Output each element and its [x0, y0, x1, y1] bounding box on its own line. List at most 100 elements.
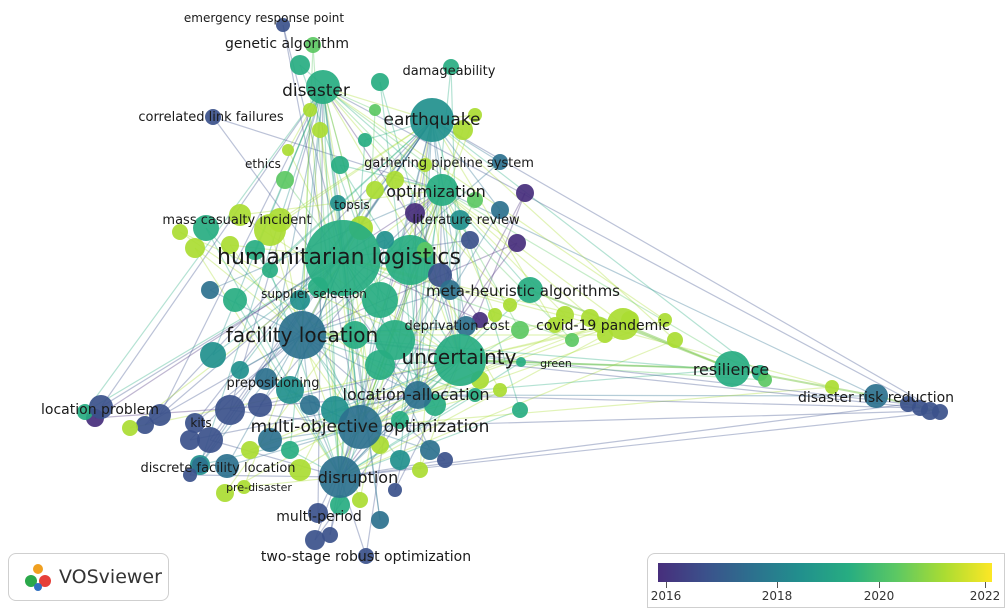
network-node [472, 312, 488, 328]
network-edge [359, 199, 476, 428]
network-edge [359, 386, 833, 428]
network-node [511, 321, 529, 339]
keyword-node-17[interactable] [607, 308, 639, 340]
network-edge [84, 257, 344, 413]
keyword-label: optimization [386, 182, 486, 201]
keyword-node-23[interactable] [864, 384, 888, 408]
keyword-label: earthquake [384, 110, 481, 130]
keyword-node-19[interactable] [516, 357, 526, 367]
network-node [420, 440, 440, 460]
network-edge [441, 189, 624, 325]
network-edge [144, 119, 433, 426]
network-node [592, 317, 608, 333]
scale-tick [666, 582, 667, 588]
network-node [223, 288, 247, 312]
network-node [358, 133, 372, 147]
keyword-node-5[interactable] [205, 109, 221, 125]
network-node [322, 527, 338, 543]
network-edge [129, 189, 443, 429]
network-edge [359, 319, 666, 428]
keyword-label: supplier selection [261, 287, 367, 301]
network-node [192, 457, 208, 473]
network-node [912, 400, 928, 416]
network-node [122, 420, 138, 436]
keyword-node-24[interactable] [89, 395, 113, 419]
keyword-node-8[interactable] [426, 174, 458, 206]
keyword-node-16[interactable] [456, 316, 476, 336]
keyword-node-14[interactable] [517, 277, 543, 303]
network-edge [417, 394, 877, 397]
scale-tick [777, 582, 778, 588]
keyword-node-1[interactable] [305, 37, 321, 53]
network-node [503, 298, 517, 312]
network-node [216, 484, 234, 502]
keyword-node-21[interactable] [255, 368, 277, 390]
network-node [136, 416, 154, 434]
keyword-label: gathering pipeline system [364, 156, 534, 171]
network-edge [269, 119, 433, 271]
network-edge [342, 257, 591, 319]
keyword-node-13[interactable] [308, 277, 328, 297]
network-edge [399, 119, 433, 461]
network-edge [229, 86, 324, 411]
keyword-label: mass casualty incident [162, 213, 311, 228]
network-edge [269, 119, 433, 231]
network-edge [317, 86, 324, 514]
network-node [258, 428, 282, 452]
network-node [231, 361, 249, 379]
network-edge [282, 24, 361, 428]
keyword-node-3[interactable] [306, 70, 340, 104]
network-edge [189, 394, 419, 441]
vosviewer-badge[interactable]: VOSviewer [8, 553, 169, 601]
keyword-node-25[interactable] [185, 413, 205, 433]
keyword-node-28[interactable] [237, 480, 251, 494]
keyword-node-9[interactable] [330, 195, 346, 211]
keyword-node-15[interactable] [278, 311, 326, 359]
keyword-node-0[interactable] [276, 18, 290, 32]
network-node [412, 462, 428, 478]
keyword-node-2[interactable] [443, 59, 459, 75]
keyword-label: correlated link failures [138, 110, 284, 125]
network-node [300, 395, 320, 415]
keyword-node-11[interactable] [450, 210, 470, 230]
network-edge [342, 257, 573, 341]
app-name: VOSviewer [59, 566, 162, 588]
network-node [77, 404, 93, 420]
keyword-node-7[interactable] [492, 154, 508, 170]
network-edge [265, 86, 324, 380]
network-node [197, 427, 223, 453]
keyword-node-10[interactable] [193, 215, 219, 241]
network-edge [441, 189, 877, 397]
network-edge [259, 189, 443, 406]
keyword-node-29[interactable] [319, 456, 361, 498]
network-node [516, 184, 534, 202]
network-edge [441, 189, 601, 326]
keyword-node-12[interactable] [305, 220, 381, 296]
network-edge [459, 359, 733, 370]
keyword-node-20[interactable] [714, 351, 750, 387]
keyword-label: deprivation cost [404, 319, 509, 334]
keyword-node-4[interactable] [410, 98, 454, 142]
keyword-label: disruption [318, 468, 398, 487]
keyword-node-22[interactable] [404, 381, 432, 409]
keyword-node-31[interactable] [358, 548, 374, 564]
network-node [365, 350, 395, 380]
network-node [932, 404, 948, 420]
keyword-label: green [540, 357, 572, 370]
network-node [386, 171, 404, 189]
vosviewer-logo-icon [25, 564, 51, 591]
keyword-node-18[interactable] [434, 334, 486, 386]
scale-tick [879, 582, 880, 588]
network-edge [334, 394, 419, 411]
network-node [491, 201, 509, 219]
network-node [331, 156, 349, 174]
scale-label-2022: 2022 [969, 589, 1001, 603]
network-node [417, 242, 433, 258]
keyword-node-6[interactable] [282, 144, 294, 156]
network-node [262, 262, 278, 278]
network-node [371, 511, 389, 529]
keyword-node-27[interactable] [215, 454, 239, 478]
keyword-node-30[interactable] [308, 503, 328, 523]
keyword-node-26[interactable] [338, 405, 382, 449]
